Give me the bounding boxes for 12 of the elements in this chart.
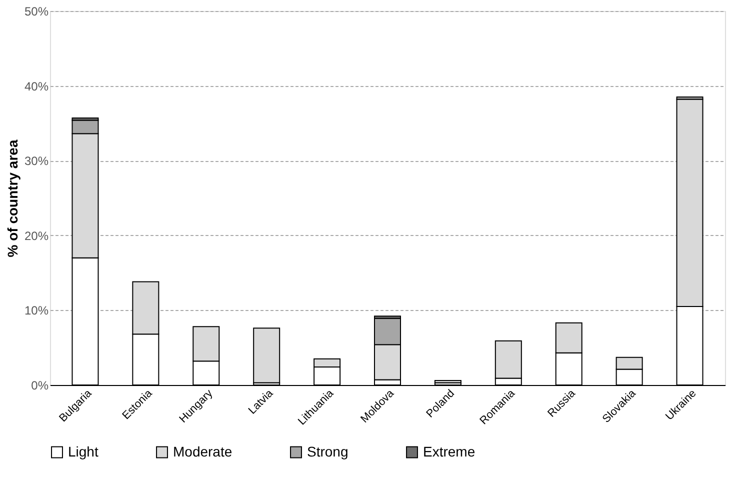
legend-label: Light <box>68 443 98 460</box>
legend-label: Strong <box>307 443 348 460</box>
y-tick-label: 10% <box>24 304 49 318</box>
y-axis-title: % of country area <box>4 140 20 258</box>
legend-label: Moderate <box>173 443 232 460</box>
legend-label: Extreme <box>423 443 476 460</box>
y-tick-label: 40% <box>24 79 49 94</box>
y-tick-label: 0% <box>31 378 49 392</box>
bar <box>253 328 280 384</box>
y-tick-label: 20% <box>24 228 49 243</box>
y-tick-label: 30% <box>24 154 49 168</box>
y-tick-label: 50% <box>24 4 49 18</box>
